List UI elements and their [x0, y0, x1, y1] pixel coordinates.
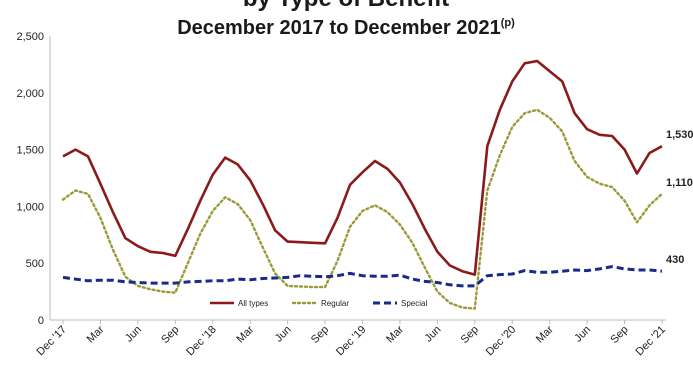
- chart-title-line2: December 2017 to December 2021(p): [177, 17, 515, 39]
- y-tick-label: 1,000: [16, 201, 44, 213]
- series-end-label: 1,530: [666, 129, 693, 141]
- y-tick-label: 0: [38, 315, 44, 327]
- series-end-labels: 1,530 1,110 430: [666, 129, 693, 266]
- x-tick-label: Dec '20: [484, 324, 519, 359]
- x-tick-label: Jun: [123, 324, 144, 345]
- legend-label: All types: [238, 299, 268, 308]
- chart-title-line2-text: December 2017 to December 2021: [177, 17, 501, 39]
- x-tick-label: Jun: [422, 324, 443, 345]
- legend: All types Regular Special: [210, 299, 427, 308]
- series-line-special: [62, 265, 663, 288]
- legend-label: Special: [401, 299, 427, 308]
- x-tick-label: Jun: [273, 324, 294, 345]
- chart-title-line1: by Type of Benefit: [243, 0, 449, 12]
- y-axis-ticks: 0 500 1,000 1,500 2,000 2,500: [16, 31, 44, 327]
- x-tick-label: Jun: [572, 324, 593, 345]
- x-tick-label: Sep: [459, 324, 481, 346]
- legend-label: Regular: [321, 299, 349, 308]
- x-tick-label: Sep: [309, 324, 331, 346]
- x-tick-label: Mar: [534, 323, 556, 345]
- series-end-label: 1,110: [666, 177, 693, 189]
- x-tick-label: Sep: [608, 324, 630, 346]
- chart-title-superscript: (p): [501, 17, 515, 29]
- x-tick-label: Sep: [159, 324, 181, 346]
- y-tick-label: 2,000: [16, 88, 44, 100]
- series-line-all-types: [62, 59, 663, 276]
- x-tick-label: Mar: [234, 323, 256, 345]
- series-lines: [61, 59, 664, 310]
- series-end-label: 430: [666, 254, 684, 266]
- x-axis-ticks: Dec '17 Mar Jun Sep Dec '18 Mar Jun Sep Dec '19 M…: [35, 320, 669, 359]
- x-tick-label: Dec '19: [334, 324, 369, 359]
- x-tick-label: Dec '18: [184, 324, 219, 359]
- x-tick-label: Dec '17: [35, 324, 70, 359]
- x-tick-label: Mar: [384, 323, 406, 345]
- x-tick-label: Mar: [85, 323, 107, 345]
- y-tick-label: 1,500: [16, 145, 44, 157]
- y-tick-label: 2,500: [16, 31, 44, 43]
- series-line-regular: [61, 108, 664, 310]
- y-tick-label: 500: [26, 258, 44, 270]
- x-tick-label: Dec '21: [634, 324, 669, 359]
